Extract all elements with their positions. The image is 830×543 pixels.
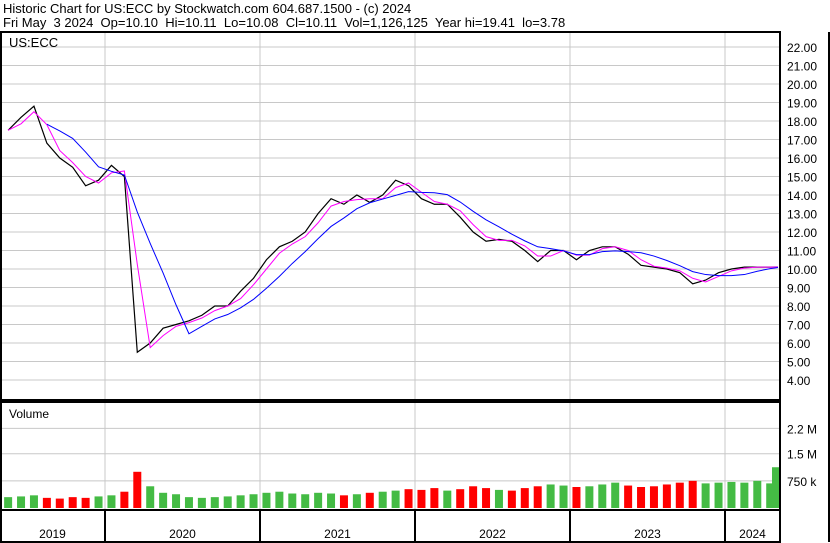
volume-bar xyxy=(236,495,245,508)
volume-bar xyxy=(520,488,529,508)
price-tick-label: 16.00 xyxy=(787,152,817,166)
price-tick-label: 12.00 xyxy=(787,226,817,240)
volume-bar xyxy=(688,480,697,508)
volume-bar xyxy=(417,489,426,508)
price-tick-label: 22.00 xyxy=(787,41,817,55)
volume-bar xyxy=(456,489,465,508)
volume-bar xyxy=(494,489,503,508)
volume-bar xyxy=(133,471,142,508)
volume-bar xyxy=(197,497,206,508)
volume-bar xyxy=(17,496,26,508)
price-tick-label: 5.00 xyxy=(787,356,811,370)
volume-bar xyxy=(81,497,90,508)
volume-bar xyxy=(55,498,64,508)
volume-bar xyxy=(314,492,323,508)
volume-bar xyxy=(210,497,219,508)
volume-bar xyxy=(288,493,297,508)
volume-tick-label: 2.2 M xyxy=(787,422,817,436)
quote-summary: Fri May 3 2024 Op=10.10 Hi=10.11 Lo=10.0… xyxy=(3,15,566,30)
volume-tick-label: 1.5 M xyxy=(787,448,817,462)
volume-bar xyxy=(469,486,478,508)
price-tick-label: 21.00 xyxy=(787,60,817,74)
volume-bar xyxy=(4,497,13,508)
volume-bar xyxy=(753,480,762,508)
price-tick-label: 6.00 xyxy=(787,337,811,351)
volume-bar xyxy=(701,483,710,508)
year-label: 2019 xyxy=(39,527,66,541)
short-moving-average-line xyxy=(7,111,779,349)
year-label: 2024 xyxy=(739,527,766,541)
volume-bar xyxy=(107,495,116,508)
long-moving-average-line xyxy=(46,123,779,335)
volume-bar xyxy=(772,467,780,508)
volume-bar xyxy=(482,488,491,508)
year-label: 2021 xyxy=(324,527,351,541)
volume-bar xyxy=(766,483,775,508)
volume-bar xyxy=(662,484,671,508)
volume-bar xyxy=(507,490,516,508)
volume-bar xyxy=(120,491,129,508)
chart-title: Historic Chart for US:ECC by Stockwatch.… xyxy=(3,1,412,16)
volume-bar xyxy=(29,495,38,508)
volume-bar xyxy=(624,485,633,508)
volume-bar xyxy=(365,492,374,508)
price-tick-label: 14.00 xyxy=(787,189,817,203)
volume-bar xyxy=(378,491,387,508)
price-tick-label: 20.00 xyxy=(787,78,817,92)
price-tick-label: 4.00 xyxy=(787,374,811,388)
volume-bar xyxy=(572,487,581,508)
year-label: 2022 xyxy=(479,527,506,541)
price-panel xyxy=(0,31,781,401)
volume-bar xyxy=(159,492,168,508)
price-tick-label: 18.00 xyxy=(787,115,817,129)
price-tick-label: 17.00 xyxy=(787,134,817,148)
price-tick-label: 10.00 xyxy=(787,263,817,277)
volume-bar xyxy=(146,486,155,508)
volume-bar xyxy=(352,494,361,508)
volume-bar xyxy=(675,482,684,508)
volume-bar xyxy=(172,494,181,508)
volume-bar xyxy=(533,486,542,508)
volume-label: Volume xyxy=(9,407,49,421)
price-tick-label: 19.00 xyxy=(787,97,817,111)
volume-tick-label: 750 k xyxy=(787,475,817,489)
volume-bar xyxy=(443,490,452,508)
symbol-label: US:ECC xyxy=(9,35,58,50)
volume-bar xyxy=(275,491,284,508)
price-tick-label: 11.00 xyxy=(787,245,816,259)
volume-bar xyxy=(301,494,310,508)
volume-bar xyxy=(404,489,413,508)
volume-bar xyxy=(327,493,336,508)
volume-bar xyxy=(714,482,723,508)
volume-bar xyxy=(585,486,594,508)
volume-bar xyxy=(223,496,232,508)
volume-bar xyxy=(727,481,736,508)
volume-bar xyxy=(546,484,555,508)
volume-bar xyxy=(649,486,658,508)
volume-bar xyxy=(598,484,607,508)
price-tick-label: 8.00 xyxy=(787,300,811,314)
price-tick-label: 13.00 xyxy=(787,208,817,222)
price-tick-label: 7.00 xyxy=(787,319,811,333)
volume-bar xyxy=(184,497,193,508)
volume-bar xyxy=(559,485,568,508)
volume-bar xyxy=(391,490,400,508)
price-tick-label: 9.00 xyxy=(787,282,811,296)
volume-bar xyxy=(42,497,51,508)
volume-bar xyxy=(68,497,77,508)
volume-bar xyxy=(611,482,620,508)
volume-bar xyxy=(430,488,439,508)
volume-bar xyxy=(262,492,271,508)
year-label: 2023 xyxy=(634,527,661,541)
volume-bar xyxy=(637,487,646,508)
year-label: 2020 xyxy=(169,527,196,541)
price-line xyxy=(7,105,779,354)
year-axis xyxy=(0,509,781,543)
volume-bar xyxy=(94,496,103,508)
price-tick-label: 15.00 xyxy=(787,171,817,185)
volume-bar xyxy=(339,495,348,508)
volume-bar xyxy=(249,494,258,508)
volume-bar xyxy=(740,482,749,508)
